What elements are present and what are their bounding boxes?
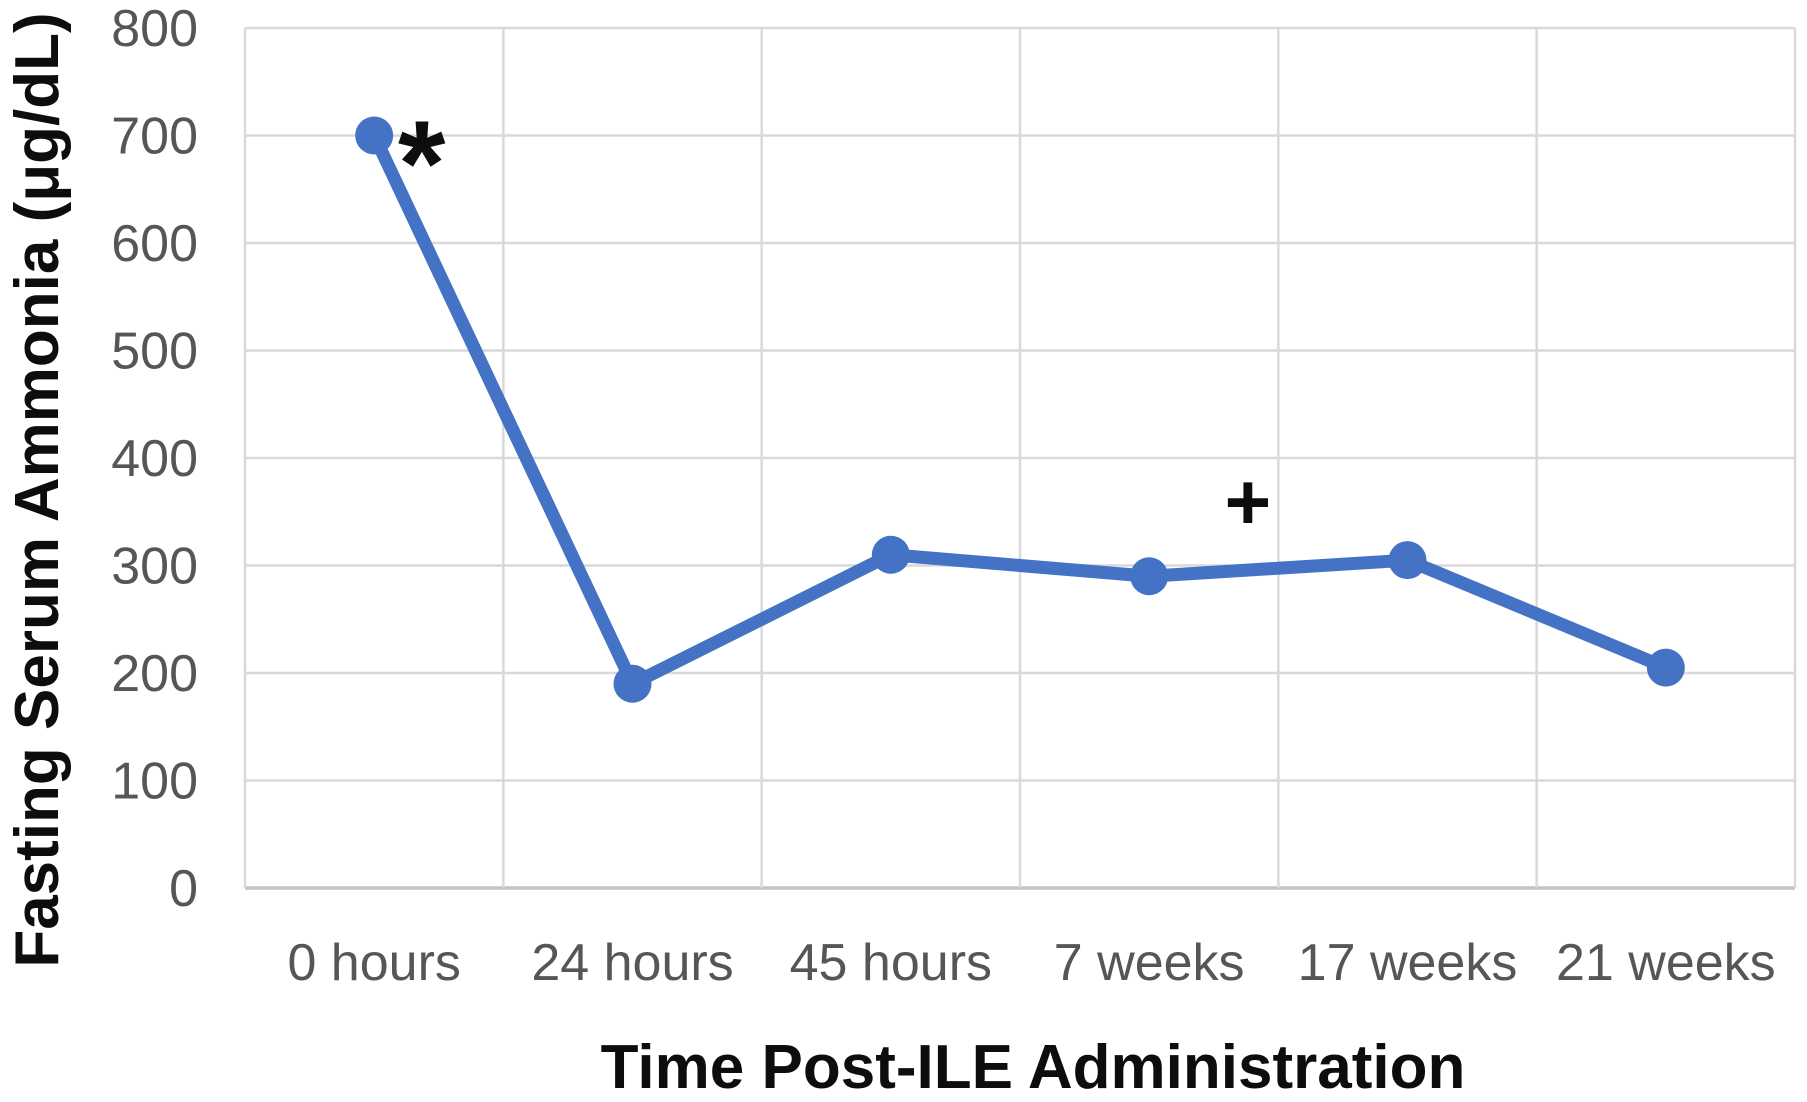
series-layer [355, 116, 1685, 703]
x-tick-label: 7 weeks [1054, 934, 1245, 992]
data-point-marker [1388, 541, 1427, 580]
series-line [367, 129, 1673, 691]
x-axis-title: Time Post-ILE Administration [601, 1033, 1466, 1102]
x-tick-label: 0 hours [287, 934, 460, 992]
tick-labels-layer: 0 100 200 300 400 500 600 700 800 0 hours 24 hours… [111, 0, 1775, 992]
y-tick-label: 300 [111, 538, 198, 596]
grid-layer [243, 26, 1797, 890]
x-tick-label: 17 weeks [1298, 934, 1518, 992]
plus-annotation: + [1224, 457, 1271, 546]
y-tick-label: 500 [111, 323, 198, 381]
x-tick-label: 45 hours [790, 934, 992, 992]
data-point-marker [871, 535, 910, 574]
data-point-marker [613, 664, 652, 703]
asterisk-annotation: * [398, 95, 446, 231]
annotations-layer: *+ [398, 95, 1271, 546]
y-tick-label: 700 [111, 108, 198, 166]
y-tick-label: 200 [111, 645, 198, 703]
y-tick-label: 0 [169, 860, 198, 918]
y-tick-label: 400 [111, 430, 198, 488]
data-point-marker [355, 116, 394, 155]
y-axis-title: Fasting Serum Ammonia (μg/dL) [3, 12, 72, 967]
data-point-marker [1130, 557, 1169, 596]
y-tick-label: 800 [111, 0, 198, 58]
y-tick-label: 100 [111, 753, 198, 811]
x-tick-label: 24 hours [531, 934, 733, 992]
x-tick-label: 21 weeks [1556, 934, 1776, 992]
y-tick-label: 600 [111, 215, 198, 273]
data-point-marker [1646, 648, 1685, 687]
